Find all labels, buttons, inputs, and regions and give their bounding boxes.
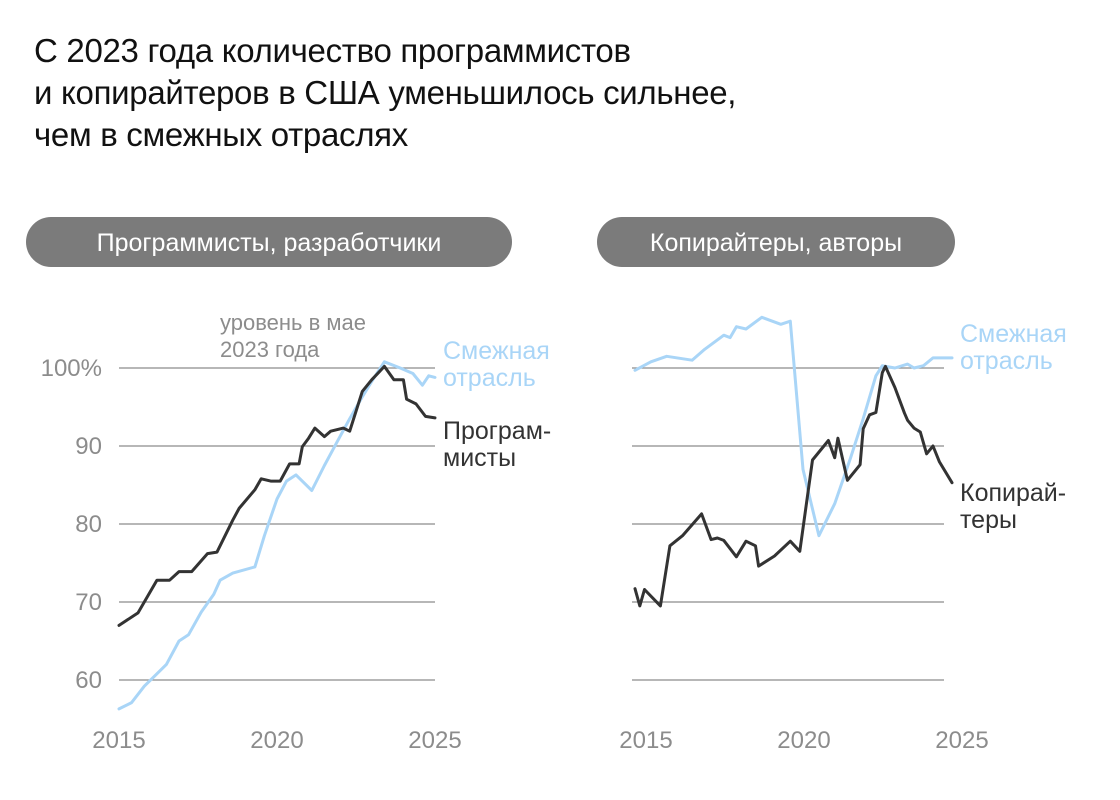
series-label-related-2: отрасль xyxy=(443,364,536,392)
series-label-related-2: отрасль xyxy=(960,347,1053,375)
y-tick-label: 70 xyxy=(75,589,102,616)
panel-title-pill-programmers xyxy=(26,217,512,267)
series-label-related-1: Смежная xyxy=(960,320,1067,348)
series-label-copywriters-2: теры xyxy=(960,506,1017,534)
x-tick-label: 2025 xyxy=(935,727,988,754)
x-tick-label: 2020 xyxy=(250,727,303,754)
panel-title-pill-copywriters xyxy=(597,217,955,267)
annotation-may-2023-line-2: 2023 года xyxy=(220,337,320,362)
annotation-may-2023-line-1: уровень в мае xyxy=(220,310,366,335)
chart-headline: С 2023 года количество программистов и к… xyxy=(34,30,1074,156)
y-tick-label: 90 xyxy=(75,433,102,460)
x-axis-programmers: 2015 2020 2025 xyxy=(92,727,461,754)
headline-line-3: чем в смежных отраслях xyxy=(34,116,408,153)
series-label-programmers-2: мисты xyxy=(443,444,516,472)
series-label-programmers-1: Програм- xyxy=(443,417,551,445)
headline-line-1: С 2023 года количество программистов xyxy=(34,32,631,69)
series-line-copywriters xyxy=(633,364,954,608)
series-line-related-industry xyxy=(633,315,954,538)
series-line-related-industry xyxy=(117,360,437,711)
x-axis-copywriters: 2015 2020 2025 xyxy=(619,727,988,754)
gridlines-copywriters xyxy=(632,367,944,681)
y-tick-label: 100% xyxy=(41,355,102,382)
gridlines-programmers xyxy=(119,367,435,681)
panel-title-copywriters: Копирайтеры, авторы xyxy=(650,229,902,257)
headline-line-2: и копирайтеров в США уменьшилось сильнее… xyxy=(34,74,737,111)
series-label-copywriters-1: Копирай- xyxy=(960,479,1066,507)
x-tick-label: 2015 xyxy=(92,727,145,754)
panel-title-programmers: Программисты, разработчики xyxy=(97,229,442,257)
series-line-programmers xyxy=(117,364,437,627)
panel-copywriters: Копирайтеры, авторы 2015 2020 2025 Смежн… xyxy=(597,217,1067,754)
x-tick-label: 2015 xyxy=(619,727,672,754)
x-tick-label: 2020 xyxy=(777,727,830,754)
y-tick-label: 60 xyxy=(75,667,102,694)
panel-programmers: Программисты, разработчики 100% 90 80 70… xyxy=(26,217,551,754)
y-axis-programmers: 100% 90 80 70 60 xyxy=(41,355,102,694)
series-label-related-1: Смежная xyxy=(443,337,550,365)
x-tick-label: 2025 xyxy=(408,727,461,754)
y-tick-label: 80 xyxy=(75,511,102,538)
